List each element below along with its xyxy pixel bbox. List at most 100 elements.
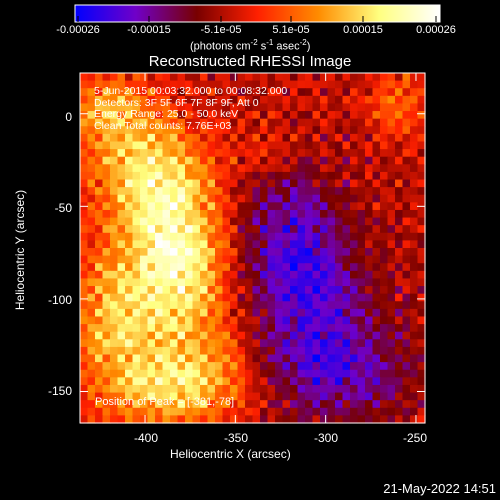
heatmap-cell xyxy=(410,377,419,386)
heatmap-cell xyxy=(402,415,411,424)
heatmap-cell xyxy=(110,278,119,287)
heatmap-cell xyxy=(155,293,164,302)
heatmap-cell xyxy=(290,316,299,325)
heatmap-cell xyxy=(342,316,351,325)
heatmap-cell xyxy=(147,346,156,356)
heatmap-cell xyxy=(260,286,269,295)
heatmap-cell xyxy=(305,88,314,97)
heatmap-cell xyxy=(140,149,149,158)
heatmap-cell xyxy=(357,118,366,127)
heatmap-cell xyxy=(125,202,134,211)
heatmap-cell xyxy=(95,407,104,416)
heatmap-cell xyxy=(312,111,321,120)
heatmap-cell xyxy=(312,141,321,150)
heatmap-cell xyxy=(402,194,411,203)
heatmap-cell xyxy=(395,324,404,333)
heatmap-cell xyxy=(95,171,104,181)
heatmap-cell xyxy=(275,354,284,363)
heatmap-cell xyxy=(192,149,201,158)
heatmap-cell xyxy=(147,331,156,340)
heatmap-cell xyxy=(387,141,396,150)
heatmap-cell xyxy=(237,308,246,318)
heatmap-cell xyxy=(387,301,396,310)
heatmap-cell xyxy=(200,377,209,386)
heatmap-cell xyxy=(320,88,329,97)
heatmap-cell xyxy=(387,194,396,203)
heatmap-cell xyxy=(357,217,366,226)
heatmap-cell xyxy=(192,95,201,105)
heatmap-cell xyxy=(312,209,321,219)
heatmap-cell xyxy=(87,263,96,272)
heatmap-cell xyxy=(155,179,164,188)
heatmap-cell xyxy=(95,164,104,173)
heatmap-cell xyxy=(320,141,329,150)
heatmap-cell xyxy=(207,346,216,356)
heatmap-cell xyxy=(87,103,96,112)
heatmap-cell xyxy=(125,80,134,89)
heatmap-cell xyxy=(275,73,284,82)
heatmap-cell xyxy=(252,384,261,394)
heatmap-cell xyxy=(110,400,119,409)
heatmap-cell xyxy=(80,217,89,226)
x-axis-label: Heliocentric X (arcsec) xyxy=(170,447,291,461)
heatmap-cell xyxy=(410,88,419,97)
heatmap-cell xyxy=(215,278,224,287)
heatmap-cell xyxy=(320,171,329,181)
heatmap-cell xyxy=(245,286,254,295)
heatmap-cell xyxy=(290,171,299,181)
heatmap-cell xyxy=(132,301,141,310)
heatmap-cell xyxy=(117,111,126,120)
heatmap-cell xyxy=(162,156,171,165)
heatmap-cell xyxy=(230,225,239,234)
heatmap-cell xyxy=(402,240,411,249)
heatmap-cell xyxy=(402,263,411,272)
heatmap-cell xyxy=(80,400,89,409)
heatmap-cell xyxy=(297,95,306,105)
heatmap-cell xyxy=(87,202,96,211)
heatmap-cell xyxy=(320,369,329,378)
heatmap-cell xyxy=(87,225,96,234)
heatmap-cell xyxy=(395,407,404,416)
heatmap-cell xyxy=(200,95,209,105)
heatmap-cell xyxy=(87,149,96,158)
heatmap-cell xyxy=(245,270,254,280)
heatmap-cell xyxy=(387,95,396,105)
heatmap-cell xyxy=(207,362,216,371)
heatmap-cell xyxy=(200,407,209,416)
heatmap-cell xyxy=(192,339,201,348)
heatmap-cell xyxy=(260,95,269,105)
heatmap-cell xyxy=(237,362,246,371)
heatmap-cell xyxy=(267,331,276,340)
heatmap-cell xyxy=(87,407,96,416)
heatmap-cell xyxy=(260,126,269,135)
heatmap-cell xyxy=(170,362,179,371)
heatmap-cell xyxy=(162,400,171,409)
heatmap-cell xyxy=(170,209,179,219)
heatmap-cell xyxy=(95,202,104,211)
heatmap-cell xyxy=(110,133,119,143)
heatmap-cell xyxy=(215,407,224,416)
heatmap-cell xyxy=(350,149,359,158)
heatmap-cell xyxy=(365,331,374,340)
heatmap-cell xyxy=(357,171,366,181)
heatmap-cell xyxy=(380,362,389,371)
annotation-time: 5-Jun-2015 00:03:32.000 to 00:08:32.000 xyxy=(94,85,288,97)
heatmap-cell xyxy=(380,88,389,97)
heatmap-cell xyxy=(290,324,299,333)
heatmap-cell xyxy=(80,354,89,363)
heatmap-cell xyxy=(207,95,216,105)
heatmap-cell xyxy=(102,384,111,394)
heatmap-cell xyxy=(147,133,156,143)
heatmap-cell xyxy=(380,263,389,272)
heatmap-cell xyxy=(237,316,246,325)
heatmap-cell xyxy=(312,263,321,272)
heatmap-cell xyxy=(410,339,419,348)
heatmap-cell xyxy=(177,171,186,181)
heatmap-cell xyxy=(372,111,381,120)
heatmap-cell xyxy=(185,187,194,196)
heatmap-cell xyxy=(87,377,96,386)
heatmap-cell xyxy=(80,278,89,287)
heatmap-cell xyxy=(80,362,89,371)
y-tick-label: -150 xyxy=(47,384,72,398)
heatmap-cell xyxy=(305,400,314,409)
